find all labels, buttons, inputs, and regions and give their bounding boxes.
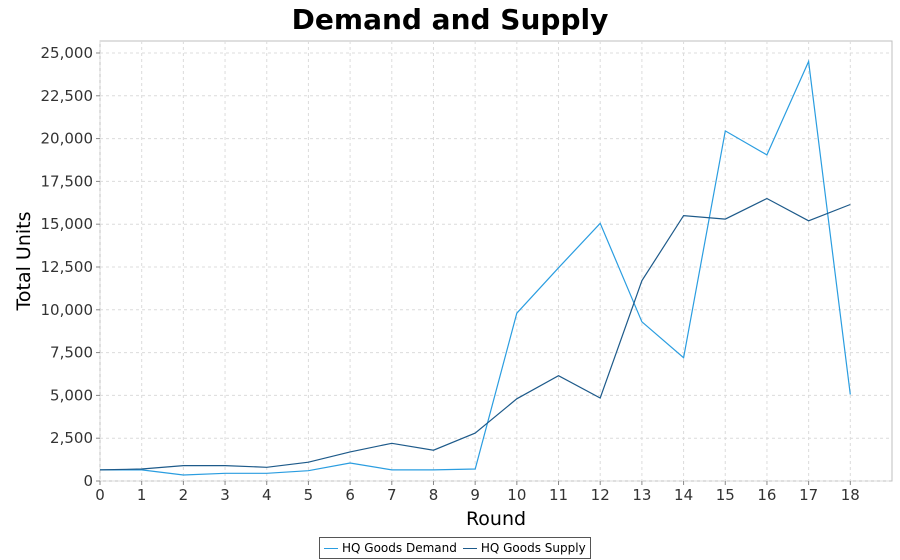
x-tick-label: 3 (220, 486, 230, 504)
x-tick-label: 17 (799, 486, 818, 504)
x-tick-label: 4 (262, 486, 272, 504)
legend-label-demand: HQ Goods Demand (342, 541, 457, 555)
legend-item-supply: HQ Goods Supply (462, 541, 586, 555)
y-tick-label: 0 (83, 472, 93, 490)
y-axis: 0 2,500 5,000 7,500 10,000 12,500 15,000 17,500… (41, 44, 100, 490)
x-tick-label: 9 (470, 486, 480, 504)
x-tick-label: 2 (179, 486, 189, 504)
x-tick-label: 18 (841, 486, 860, 504)
y-tick-label: 20,000 (41, 130, 94, 148)
x-tick-label: 6 (345, 486, 355, 504)
y-tick-label: 10,000 (41, 301, 94, 319)
x-tick-label: 8 (429, 486, 439, 504)
plot-area (99, 40, 893, 482)
x-tick-label: 13 (632, 486, 651, 504)
grid-lines (99, 41, 892, 482)
x-tick-label: 1 (137, 486, 147, 504)
legend-label-supply: HQ Goods Supply (480, 541, 586, 555)
y-tick-label: 2,500 (50, 429, 93, 447)
x-tick-label: 0 (95, 486, 105, 504)
chart-title: Demand and Supply (291, 3, 609, 36)
x-tick-label: 7 (387, 486, 397, 504)
y-tick-label: 5,000 (50, 386, 93, 404)
series-line-hq-goods-demand (100, 59, 851, 476)
y-axis-label: Total Units (13, 212, 35, 312)
y-tick-label: 12,500 (41, 258, 94, 276)
x-tick-label: 15 (716, 486, 735, 504)
legend-swatch-demand (324, 547, 338, 549)
y-tick-label: 15,000 (41, 215, 94, 233)
x-tick-label: 14 (674, 486, 693, 504)
series-line-hq-goods-supply (99, 197, 851, 471)
x-axis-label: Round (466, 508, 526, 530)
y-tick-label: 22,500 (41, 87, 94, 105)
x-tick-label: 10 (507, 486, 526, 504)
legend-item-demand: HQ Goods Demand (324, 541, 457, 555)
legend: HQ Goods Demand HQ Goods Supply (319, 537, 591, 559)
x-axis: 0 1 2 3 4 5 6 7 8 9 10 11 12 13 14 15 16 17 18 (95, 481, 860, 504)
y-tick-label: 17,500 (41, 172, 94, 190)
y-tick-label: 25,000 (41, 44, 94, 62)
x-tick-label: 11 (549, 486, 568, 504)
x-tick-label: 12 (591, 486, 610, 504)
legend-swatch-supply (462, 547, 477, 549)
x-tick-label: 16 (757, 486, 776, 504)
series-lines (99, 59, 851, 476)
y-tick-label: 7,500 (50, 344, 93, 362)
x-tick-label: 5 (304, 486, 314, 504)
